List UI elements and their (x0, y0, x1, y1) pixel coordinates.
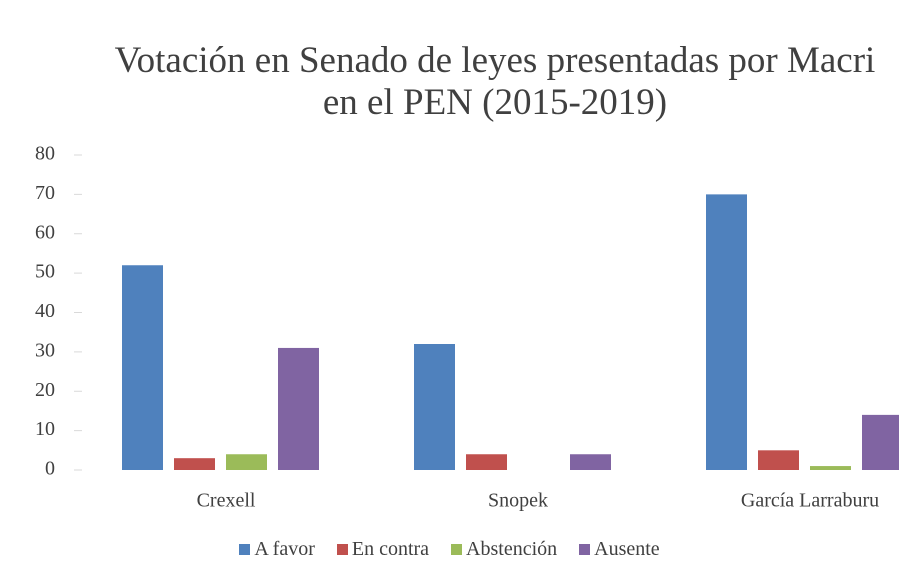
x-tick-label: Snopek (488, 490, 548, 512)
bar (466, 454, 507, 470)
legend-swatch (336, 544, 348, 555)
bar (758, 450, 799, 470)
legend-item: En contra (336, 538, 430, 561)
y-tick-label: 40 (35, 300, 55, 322)
chart-title: Votación en Senado de leyes presentadas … (114, 40, 876, 123)
legend-label: En contra (351, 538, 430, 560)
x-tick-label: Crexell (197, 490, 256, 512)
legend: A favor En contra Abstención Ausente (0, 538, 899, 561)
legend-swatch (239, 544, 251, 555)
y-tick-label: 80 (35, 143, 55, 165)
x-tick-label: García Larraburu (741, 490, 879, 512)
y-tick-label: 30 (35, 339, 55, 361)
y-tick-label: 10 (35, 418, 55, 440)
bar (706, 194, 747, 470)
y-tick-label: 20 (35, 379, 55, 401)
bar (810, 466, 851, 470)
bar (414, 344, 455, 470)
y-tick-label: 50 (35, 261, 55, 283)
bar (174, 458, 215, 470)
bar (862, 414, 899, 470)
y-tick-label: 60 (35, 221, 55, 243)
bar (226, 454, 267, 470)
legend-label: A favor (254, 538, 315, 560)
bar (570, 454, 611, 470)
legend-label: Abstención (466, 538, 558, 560)
bar (122, 265, 163, 470)
legend-item: Ausente (579, 538, 660, 561)
legend-swatch (579, 544, 591, 555)
legend-item: A favor (239, 538, 315, 561)
legend-swatch (451, 544, 463, 555)
legend-label: Ausente (594, 538, 660, 560)
y-tick-label: 0 (45, 458, 55, 480)
bar (278, 347, 319, 470)
y-tick-label: 70 (35, 182, 55, 204)
legend-item: Abstención (451, 538, 557, 561)
